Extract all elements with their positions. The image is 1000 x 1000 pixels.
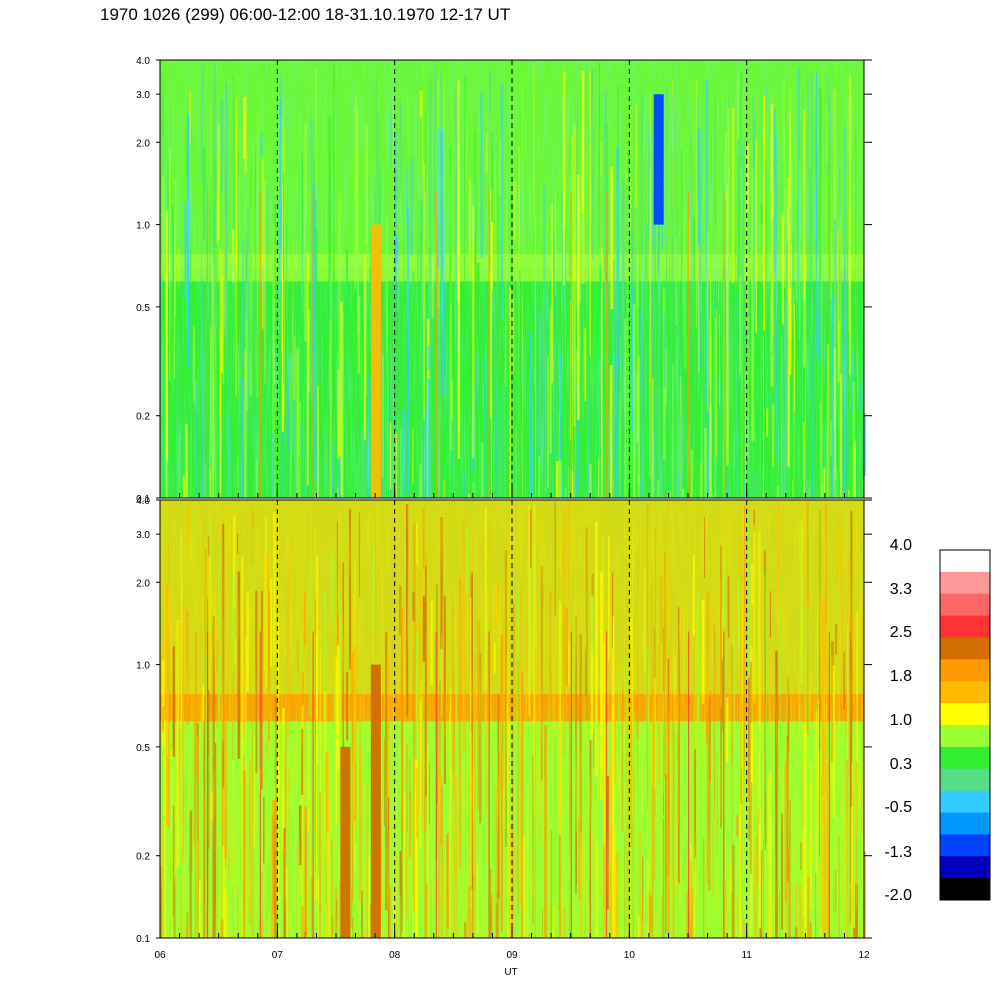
y-tick-label: 0.5 xyxy=(136,743,150,754)
streak xyxy=(863,851,866,938)
spike-line xyxy=(435,631,437,938)
x-tick-label: 06 xyxy=(154,950,166,961)
y-tick-label: 2.0 xyxy=(136,578,150,589)
colorbar-swatch xyxy=(940,768,990,792)
colorbar-swatch xyxy=(940,659,990,682)
spike-line xyxy=(312,631,314,938)
y-tick-label: 3.0 xyxy=(136,530,150,541)
x-tick-label: 12 xyxy=(858,950,870,961)
spike-line xyxy=(259,191,261,498)
x-axis-label: UT xyxy=(504,967,517,978)
bottom-panel: 0.1 0.2 0.5 1.0 2.0 3.0 4.0 xyxy=(136,496,872,945)
spike-line xyxy=(488,191,490,498)
spike-line xyxy=(723,631,725,938)
x-tick-label: 10 xyxy=(624,950,636,961)
x-tick-label: 07 xyxy=(272,950,284,961)
spike-line xyxy=(688,191,690,498)
colorbar-tick-label: 3.3 xyxy=(890,581,912,598)
colorbar-swatch xyxy=(940,725,990,748)
spike-line xyxy=(312,191,314,498)
spike-line xyxy=(206,631,209,938)
feature-column xyxy=(370,224,381,498)
colorbar-swatch xyxy=(940,746,990,770)
colorbar-swatch xyxy=(940,856,990,879)
spike-line xyxy=(605,191,608,498)
colorbar-swatch xyxy=(940,834,990,857)
spike-line xyxy=(259,631,261,938)
spike-line xyxy=(828,631,830,938)
spike-line xyxy=(206,191,209,498)
spike-line xyxy=(828,191,830,498)
colorbar-swatch xyxy=(940,703,990,726)
top-panel: 0.1 0.2 0.5 1.0 2.0 3.0 4.0 xyxy=(136,56,872,505)
colorbar-swatch xyxy=(940,790,990,814)
y-tick-label: 0.2 xyxy=(136,852,150,863)
spike-line xyxy=(570,631,572,938)
feature-column xyxy=(370,664,381,938)
y-tick-label: 3.0 xyxy=(136,90,150,101)
chart-title: 1970 1026 (299) 06:00-12:00 18-31.10.197… xyxy=(100,5,510,24)
y-tick-label: 2.0 xyxy=(136,138,150,149)
y-tick-label: 4.0 xyxy=(136,56,150,67)
colorbar-tick-label: 4.0 xyxy=(890,537,912,554)
y-tick-label: 1.0 xyxy=(136,661,150,672)
y-tick-label: 0.1 xyxy=(136,494,150,505)
y-tick-label: 0.1 xyxy=(136,934,150,945)
colorbar-tick-label: 1.8 xyxy=(890,668,912,685)
colorbar-swatch xyxy=(940,637,990,660)
spike-line xyxy=(605,631,608,938)
y-tick-label: 0.5 xyxy=(136,303,150,314)
colorbar-swatch xyxy=(940,593,990,617)
y-tick-label: 0.2 xyxy=(136,412,150,423)
x-tick-label: 08 xyxy=(389,950,401,961)
x-tick-label: 09 xyxy=(506,950,518,961)
y-tick-label: 1.0 xyxy=(136,221,150,232)
spike-line xyxy=(435,191,437,498)
colorbar-swatch xyxy=(940,878,990,901)
streak xyxy=(863,413,867,476)
spike-line xyxy=(723,191,725,498)
colorbar-tick-label: 0.3 xyxy=(890,756,912,773)
colorbar-swatch xyxy=(940,615,990,639)
feature-column xyxy=(653,94,664,225)
colorbar: 4.0 3.3 2.5 1.8 1.0 0.3 -0.5 -1.3 -2.0 xyxy=(884,537,991,904)
colorbar-tick-label: -1.3 xyxy=(884,844,912,861)
x-axis: 06 07 08 09 10 11 12 xyxy=(154,950,870,961)
colorbar-tick-label: -0.5 xyxy=(884,799,912,816)
feature-column xyxy=(340,746,351,938)
spike-line xyxy=(570,191,572,498)
x-tick-label: 11 xyxy=(741,950,752,961)
colorbar-tick-label: 1.0 xyxy=(890,712,912,729)
spike-line xyxy=(688,631,690,938)
y-tick-label: 4.0 xyxy=(136,496,150,507)
colorbar-tick-label: 2.5 xyxy=(890,624,912,641)
colorbar-swatch xyxy=(940,812,990,835)
colorbar-swatch xyxy=(940,681,990,704)
colorbar-swatch xyxy=(940,571,990,595)
colorbar-frame xyxy=(939,549,991,901)
spike-line xyxy=(488,631,490,938)
colorbar-tick-label: -2.0 xyxy=(884,887,912,904)
colorbar-swatch xyxy=(940,550,990,573)
